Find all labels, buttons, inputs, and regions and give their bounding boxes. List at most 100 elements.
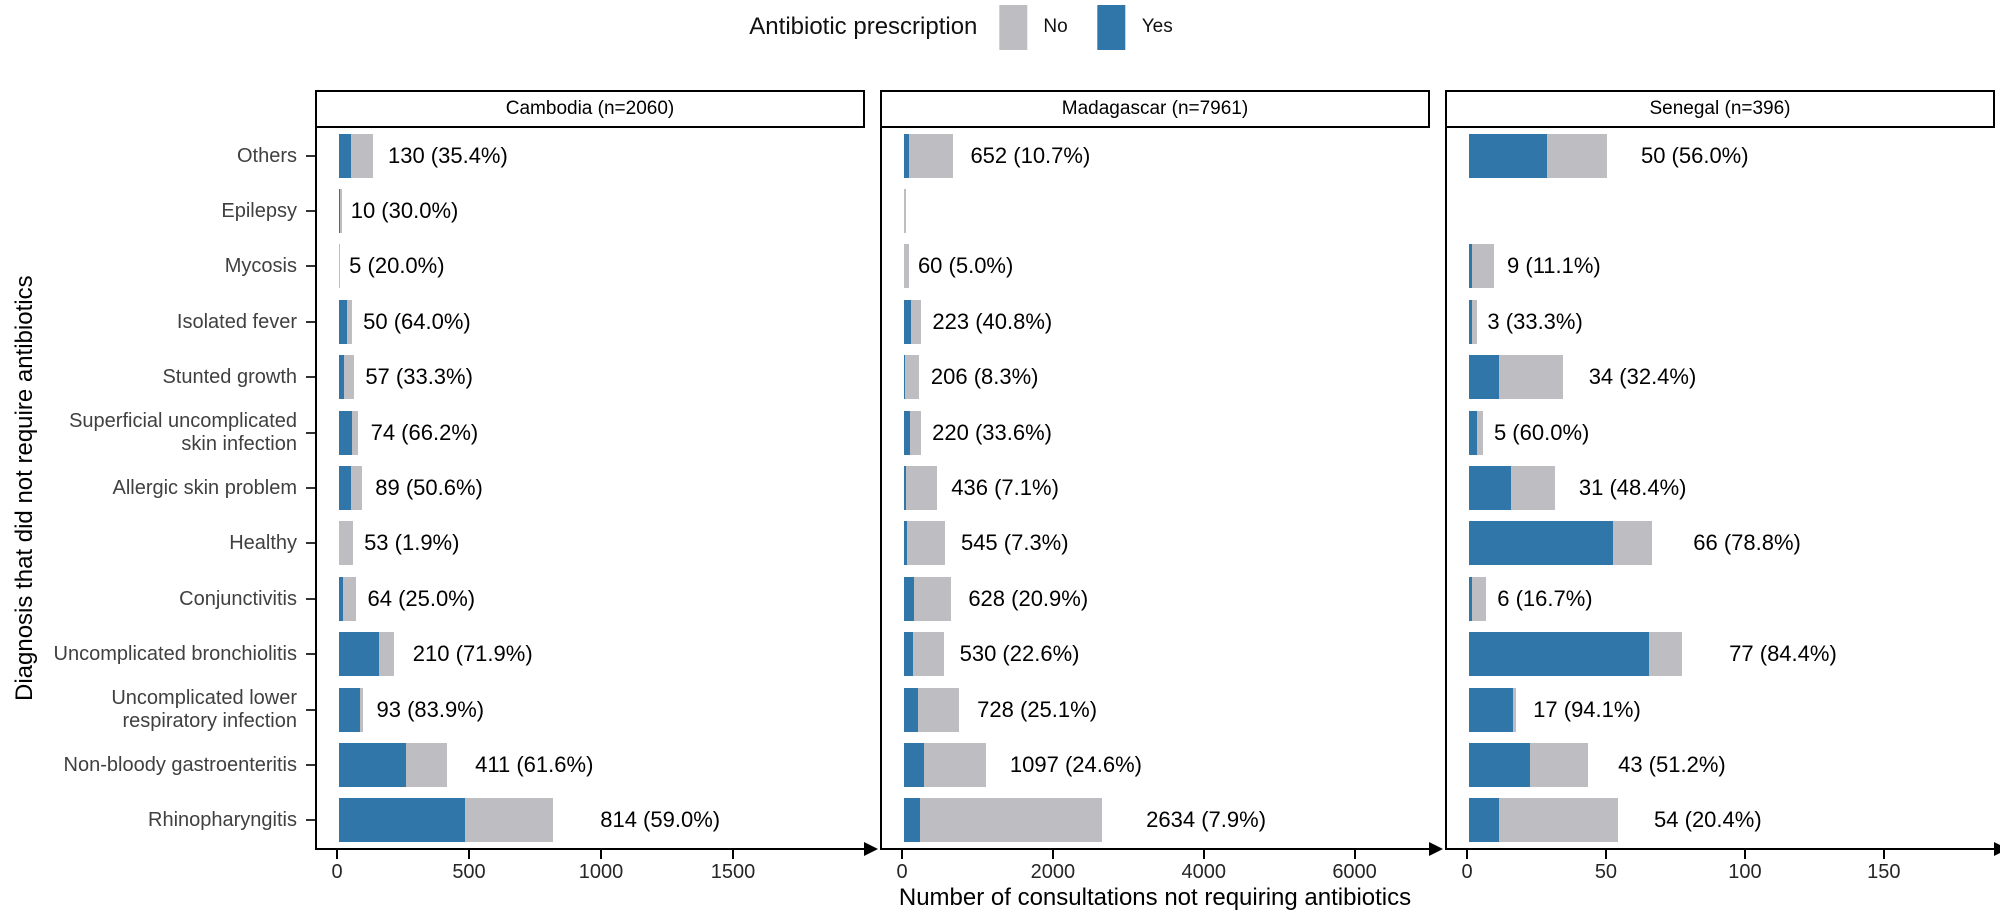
bar-row: 223 (40.8%) <box>882 294 1430 349</box>
bar-row-inner: 50 (64.0%) <box>339 294 865 349</box>
bar-row: 43 (51.2%) <box>1447 737 1995 792</box>
bar-value-label: 652 (10.7%) <box>970 142 1091 168</box>
stacked-bar <box>339 687 364 732</box>
stacked-bar <box>1469 632 1683 677</box>
bar-segment-yes <box>339 632 379 677</box>
bar-segment-yes <box>1469 521 1613 566</box>
bar-row: 64 (25.0%) <box>317 571 865 626</box>
y-axis-tick <box>306 597 315 600</box>
category-label-text: Uncomplicated bronchiolitis <box>53 643 297 666</box>
bar-segment-no <box>339 244 341 289</box>
bar-row: 2634 (7.9%) <box>882 793 1430 848</box>
bar-row-inner: 43 (51.2%) <box>1469 737 1995 792</box>
x-axis-tick-label: 1500 <box>710 861 756 883</box>
bar-row: 93 (83.9%) <box>317 682 865 737</box>
bar-value-label: 34 (32.4%) <box>1588 364 1697 390</box>
category-label-text: Conjunctivitis <box>179 587 297 610</box>
bar-segment-no <box>904 244 909 289</box>
bar-segment-yes <box>1469 576 1472 621</box>
bar-segment-yes <box>339 133 352 178</box>
category-label: Rhinopharyngitis <box>44 793 315 848</box>
bar-row: 628 (20.9%) <box>882 571 1430 626</box>
bar-segment-yes <box>1469 244 1472 289</box>
bar-segment-no <box>1648 632 1683 677</box>
category-label-text: Stunted growth <box>162 366 297 389</box>
x-axis-tick <box>468 850 470 859</box>
bar-segment-yes <box>904 466 907 511</box>
stacked-bar <box>904 576 952 621</box>
bar-row: 545 (7.3%) <box>882 516 1430 571</box>
bar-segment-yes <box>339 576 344 621</box>
category-label: Healthy <box>44 516 315 571</box>
x-axis-tick-label: 1000 <box>578 861 624 883</box>
y-axis-tick <box>306 708 315 711</box>
bar-row: 5 (60.0%) <box>1447 405 1995 460</box>
bar-segment-yes <box>904 133 910 178</box>
x-axis-tick <box>336 850 338 859</box>
bar-row: 60 (5.0%) <box>882 239 1430 294</box>
y-axis-tick <box>306 487 315 490</box>
bar-value-label: 77 (84.4%) <box>1729 641 1837 667</box>
stacked-bar <box>1469 355 1564 400</box>
stacked-bar <box>1469 687 1517 732</box>
bar-row: 130 (35.4%) <box>317 128 865 183</box>
bar-value-label: 50 (56.0%) <box>1640 142 1749 168</box>
bar-segment-yes <box>1469 410 1478 455</box>
category-label-text: Mycosis <box>224 255 297 278</box>
x-axis-tick-label: 0 <box>331 861 343 883</box>
bar-segment-no <box>343 576 356 621</box>
x-axis-line <box>880 842 1443 856</box>
bar-segment-no <box>1529 742 1589 787</box>
y-axis-labels: Others Epilepsy Mycosis Isolated fever Stunt… <box>44 128 315 848</box>
bar-segment-no <box>912 632 944 677</box>
legend-item-yes: Yes <box>1097 4 1173 50</box>
bar-row: 50 (64.0%) <box>317 294 865 349</box>
bar-segment-no <box>904 189 906 234</box>
stacked-bar <box>1469 798 1619 843</box>
x-axis-tick-label: 4000 <box>1181 861 1226 883</box>
bar-segment-yes <box>339 798 466 843</box>
x-axis-arrow-icon <box>864 842 878 856</box>
facet-panel: Senegal (n=396) 50 (56.0%) 9 (11.1%) 3 (33.… <box>1445 90 2000 894</box>
bar-row-inner: 10 (30.0%) <box>339 183 865 238</box>
facet-strip-title: Senegal (n=396) <box>1445 90 1995 128</box>
bar-segment-no <box>1513 687 1517 732</box>
bar-row: 17 (94.1%) <box>1447 682 1995 737</box>
bar-row-inner: 50 (56.0%) <box>1469 128 1995 183</box>
category-label-text: Non-bloody gastroenteritis <box>63 753 297 776</box>
stacked-bar <box>339 355 354 400</box>
stacked-bar <box>339 798 554 843</box>
bar-segment-yes <box>1469 133 1547 178</box>
bar-row: 9 (11.1%) <box>1447 239 1995 294</box>
bar-row: 6 (16.7%) <box>1447 571 1995 626</box>
category-label: Conjunctivitis <box>44 571 315 626</box>
bar-segment-no <box>910 299 921 344</box>
x-axis-line <box>1445 842 2000 856</box>
bar-row-inner <box>1469 183 1995 238</box>
bar-segment-yes <box>339 742 406 787</box>
bar-row-inner: 3 (33.3%) <box>1469 294 1995 349</box>
bar-value-label: 210 (71.9%) <box>412 641 533 667</box>
bar-segment-no <box>1499 355 1564 400</box>
bar-row <box>882 183 1430 238</box>
bar-row: 74 (66.2%) <box>317 405 865 460</box>
category-label-text: Others <box>236 144 297 167</box>
x-axis-tick <box>1466 850 1468 859</box>
bar-segment-yes <box>1469 798 1500 843</box>
x-axis-tick <box>901 850 903 859</box>
stacked-bar <box>904 133 953 178</box>
bar-segment-no <box>906 521 945 566</box>
x-axis-title: Number of consultations not requiring an… <box>898 884 1412 911</box>
bar-row-inner: 411 (61.6%) <box>339 737 865 792</box>
stacked-bar <box>904 632 944 677</box>
x-axis-tick <box>1882 850 1885 859</box>
bar-segment-yes <box>339 299 348 344</box>
bar-row-inner: 64 (25.0%) <box>339 571 865 626</box>
bar-segment-no <box>924 742 987 787</box>
bar-value-label: 9 (11.1%) <box>1507 253 1601 279</box>
bar-row-inner: 9 (11.1%) <box>1469 239 1995 294</box>
bar-value-label: 628 (20.9%) <box>968 585 1089 611</box>
x-axis-ticks: 0 2000 4000 6000 <box>896 848 1430 894</box>
bar-segment-no <box>359 687 364 732</box>
